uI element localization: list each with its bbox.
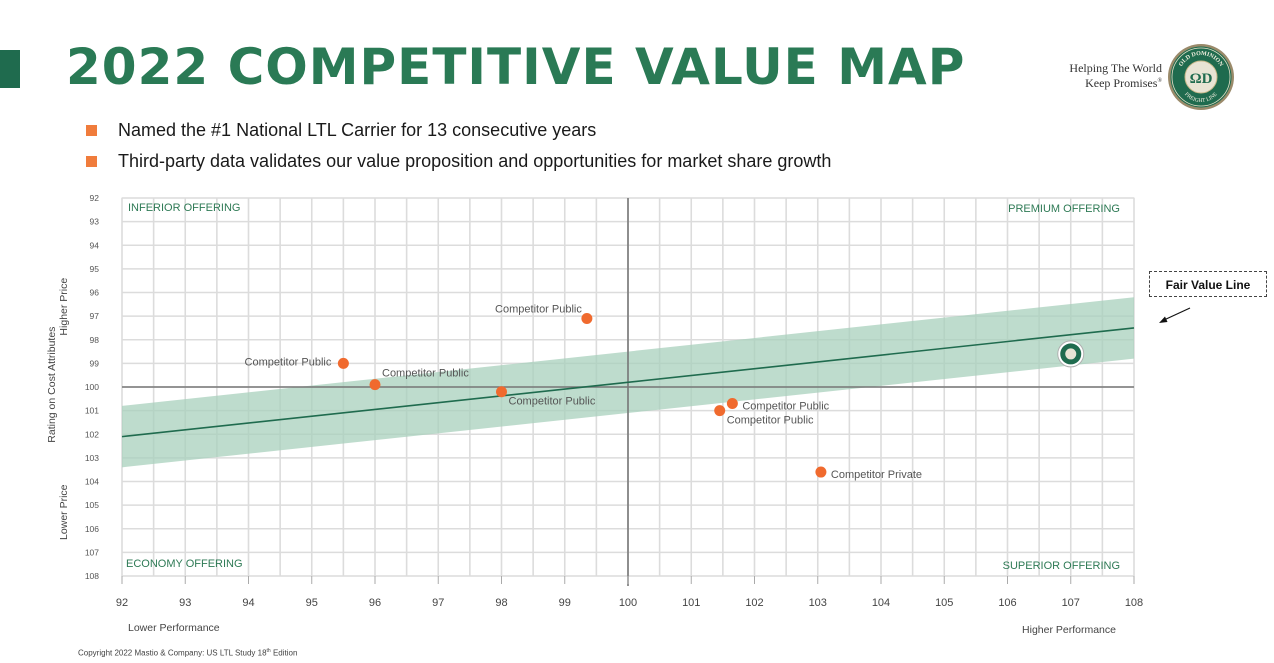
data-point bbox=[726, 398, 738, 410]
y-tick-label: 99 bbox=[90, 358, 100, 368]
y-tick-label: 101 bbox=[85, 406, 99, 416]
y-axis-title: Rating on Cost Attributes bbox=[46, 327, 58, 443]
bullet-list: Named the #1 National LTL Carrier for 13… bbox=[86, 119, 831, 181]
y-tick-label: 95 bbox=[90, 264, 100, 274]
y-tick-label: 106 bbox=[85, 524, 99, 534]
y-tick-label: 97 bbox=[90, 311, 100, 321]
x-tick-label: 100 bbox=[619, 597, 637, 609]
data-point-label: Competitor Public bbox=[495, 303, 582, 315]
data-point bbox=[496, 386, 507, 398]
registered-mark: ® bbox=[1157, 78, 1162, 84]
y-tick-label: 96 bbox=[90, 288, 100, 298]
data-point bbox=[815, 466, 827, 478]
x-tick-label: 102 bbox=[745, 597, 763, 609]
copyright-text: Copyright 2022 Mastio & Company: US LTL … bbox=[78, 648, 267, 658]
title-accent-bar bbox=[0, 50, 20, 88]
quadrant-label-top-right: PREMIUM OFFERING bbox=[1008, 203, 1120, 215]
x-tick-label: 106 bbox=[998, 597, 1016, 609]
data-point-label: Competitor Public bbox=[245, 356, 332, 368]
x-tick-label: 103 bbox=[809, 597, 827, 609]
bullet-item: Named the #1 National LTL Carrier for 13… bbox=[86, 119, 831, 150]
y-tick-label: 107 bbox=[85, 547, 99, 557]
y-tick-label: 92 bbox=[90, 193, 100, 203]
data-point bbox=[337, 357, 349, 369]
data-point-label: Competitor Public bbox=[509, 396, 596, 408]
bullet-square-icon bbox=[86, 125, 97, 136]
y-top-label: Higher Price bbox=[58, 278, 70, 336]
x-tick-label: 92 bbox=[116, 597, 128, 609]
quadrant-label-bottom-left: ECONOMY OFFERING bbox=[126, 558, 243, 570]
y-tick-label: 105 bbox=[85, 500, 99, 510]
data-point bbox=[714, 405, 726, 417]
fair-value-line-label: Fair Value Line bbox=[1149, 271, 1267, 297]
x-tick-label: 96 bbox=[369, 597, 381, 609]
data-point-label: Competitor Public bbox=[742, 401, 829, 413]
bullet-item: Third-party data validates our value pro… bbox=[86, 150, 831, 181]
company-logo: OLD DOMINION FREIGHT LINE ΩD bbox=[1168, 44, 1234, 110]
quadrant-label-top-left: INFERIOR OFFERING bbox=[128, 202, 240, 214]
y-tick-label: 94 bbox=[90, 240, 100, 250]
x-tick-label: 104 bbox=[872, 597, 890, 609]
y-tick-label: 93 bbox=[90, 217, 100, 227]
y-tick-label: 102 bbox=[85, 429, 99, 439]
x-tick-label: 98 bbox=[495, 597, 507, 609]
company-marker-center bbox=[1065, 348, 1077, 360]
fair-value-line bbox=[121, 327, 1135, 438]
copyright-text-end: Edition bbox=[270, 648, 298, 658]
x-tick-label: 99 bbox=[559, 597, 571, 609]
page-title: 2022 COMPETITIVE VALUE MAP bbox=[66, 38, 966, 96]
tagline-line-2: Keep Promises bbox=[1085, 76, 1158, 90]
y-tick-label: 100 bbox=[85, 382, 99, 392]
logo-monogram: ΩD bbox=[1190, 71, 1213, 87]
x-right-label: Higher Performance bbox=[1022, 624, 1116, 636]
bullet-text: Third-party data validates our value pro… bbox=[118, 151, 832, 171]
data-point-label: Competitor Public bbox=[382, 368, 469, 380]
x-tick-label: 94 bbox=[242, 597, 254, 609]
y-tick-label: 103 bbox=[85, 453, 99, 463]
x-tick-label: 108 bbox=[1125, 597, 1143, 609]
y-tick-label: 98 bbox=[90, 335, 100, 345]
x-left-label: Lower Performance bbox=[128, 622, 220, 634]
data-point-label: Competitor Private bbox=[831, 469, 922, 481]
y-tick-label: 108 bbox=[85, 571, 99, 581]
bullet-text: Named the #1 National LTL Carrier for 13… bbox=[118, 120, 597, 140]
tagline-line-1: Helping The World bbox=[1069, 61, 1162, 75]
copyright-note: Copyright 2022 Mastio & Company: US LTL … bbox=[78, 648, 297, 658]
bullet-square-icon bbox=[86, 156, 97, 167]
x-tick-label: 105 bbox=[935, 597, 953, 609]
y-bottom-label: Lower Price bbox=[58, 484, 70, 540]
x-tick-label: 107 bbox=[1062, 597, 1080, 609]
tagline: Helping The World Keep Promises® bbox=[1069, 62, 1162, 90]
y-tick-label: 104 bbox=[85, 477, 99, 487]
x-tick-label: 101 bbox=[682, 597, 700, 609]
x-tick-label: 97 bbox=[432, 597, 444, 609]
fair-value-arrow-icon bbox=[1159, 307, 1191, 323]
data-point bbox=[369, 379, 381, 391]
data-point-label: Competitor Public bbox=[727, 415, 814, 427]
data-point bbox=[581, 312, 593, 324]
quadrant-label-bottom-right: SUPERIOR OFFERING bbox=[1003, 560, 1120, 572]
copyright-superscript: th bbox=[266, 648, 271, 654]
x-tick-label: 93 bbox=[179, 597, 191, 609]
x-tick-label: 95 bbox=[306, 597, 318, 609]
